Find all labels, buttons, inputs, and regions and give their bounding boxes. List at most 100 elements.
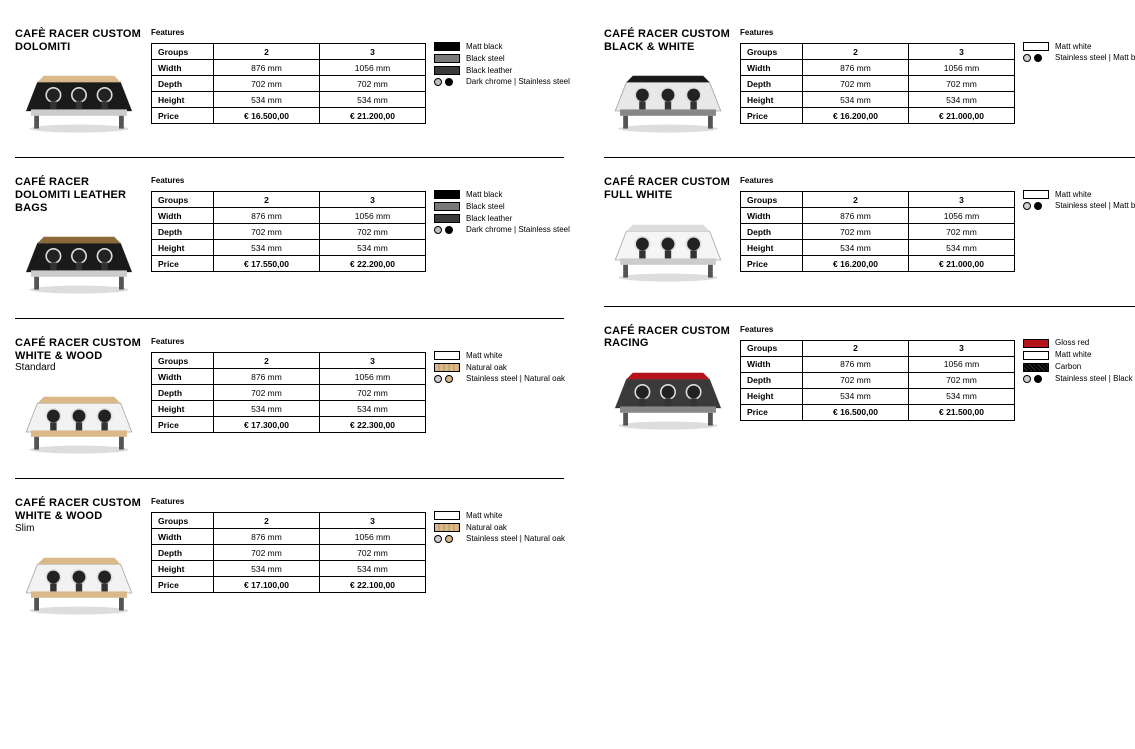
machine-illustration	[15, 545, 143, 617]
col-header: Groups	[152, 192, 214, 208]
features-label: Features	[740, 325, 1015, 334]
swatch-row: Matt white	[1023, 42, 1135, 51]
cell: 534 mm	[803, 240, 909, 256]
cell: 1056 mm	[909, 356, 1015, 372]
cell: 534 mm	[803, 388, 909, 404]
cell: 702 mm	[909, 372, 1015, 388]
swatch-row: Matt black	[434, 190, 564, 199]
col-header: Groups	[741, 44, 803, 60]
swatch-dots	[1023, 54, 1049, 62]
cell-price: € 21.000,00	[909, 108, 1015, 124]
table-row: Price € 16.200,00 € 21.000,00	[741, 108, 1015, 124]
table-row: Price € 16.200,00 € 21.000,00	[741, 256, 1015, 272]
spec-table: Groups 2 3 Width 876 mm 1056 mm Depth 70…	[151, 43, 426, 124]
swatch-row: Dark chrome | Stainless steel	[434, 78, 564, 86]
swatch-block	[434, 351, 460, 360]
swatch-label: Gloss red	[1055, 339, 1089, 347]
swatch-row: Black steel	[434, 54, 564, 63]
swatch-row: Stainless steel | Natural oak	[434, 375, 564, 383]
row-label: Height	[741, 92, 803, 108]
product-title: CAFÉ RACER CUSTOM WHITE & WOOD	[15, 337, 143, 362]
table-row: Groups 2 3	[741, 340, 1015, 356]
swatch-block	[434, 511, 460, 520]
swatch-row: Natural oak	[434, 523, 564, 532]
row-label: Height	[741, 388, 803, 404]
col-header: Groups	[152, 44, 214, 60]
features-label: Features	[740, 176, 1015, 185]
row-label: Height	[152, 240, 214, 256]
table-row: Width 876 mm 1056 mm	[152, 60, 426, 76]
swatch-label: Stainless steel | Matt black	[1055, 202, 1135, 210]
spec-table: Groups 2 3 Width 876 mm 1056 mm Depth 70…	[740, 340, 1015, 421]
swatch-list: Matt black Black steel Black leather Dark c…	[434, 28, 564, 135]
product-thumb	[604, 360, 732, 432]
col-header: 3	[909, 192, 1015, 208]
swatch-row: Stainless steel | Matt black	[1023, 202, 1135, 210]
swatch-list: Matt whiteStainless steel | Matt black	[1023, 176, 1135, 283]
row-label: Width	[741, 356, 803, 372]
cell: 534 mm	[320, 401, 426, 417]
swatch-list: Matt white Natural oak Stainless steel | N…	[434, 497, 564, 616]
cell: 534 mm	[320, 92, 426, 108]
swatch-block	[434, 202, 460, 211]
swatch-dots	[434, 78, 460, 86]
product-card: CAFÉ RACER CUSTOM FULL WHITE Features Gr…	[604, 158, 1135, 305]
product-thumb	[604, 212, 732, 284]
row-label: Depth	[152, 545, 214, 561]
product-title: CAFÈ RACER CUSTOM DOLOMITI	[15, 28, 143, 53]
row-label: Depth	[741, 372, 803, 388]
table-row: Width 876 mm 1056 mm	[741, 356, 1015, 372]
features-label: Features	[151, 176, 426, 185]
cell: 702 mm	[803, 372, 909, 388]
cell-price: € 21.500,00	[909, 404, 1015, 420]
swatch-label: Black leather	[466, 67, 512, 75]
product-title: CAFÉ RACER CUSTOM BLACK & WHITE	[604, 28, 732, 53]
product-thumb	[15, 384, 143, 456]
swatch-row: Stainless steel | Natural oak	[434, 535, 564, 543]
features-label: Features	[151, 497, 426, 506]
spec-table: Groups 2 3 Width 876 mm 1056 mm Depth 70…	[151, 352, 426, 433]
swatch-row: Matt black	[434, 42, 564, 51]
table-row: Depth 702 mm 702 mm	[152, 224, 426, 240]
swatch-label: Stainless steel | Natural oak	[466, 375, 565, 383]
product-thumb	[15, 224, 143, 296]
cell: 702 mm	[803, 224, 909, 240]
spec-table: Groups 2 3 Width 876 mm 1056 mm Depth 70…	[740, 191, 1015, 272]
cell: 702 mm	[320, 385, 426, 401]
swatch-block	[1023, 190, 1049, 199]
cell: 534 mm	[214, 561, 320, 577]
features-label: Features	[151, 337, 426, 346]
swatch-block	[434, 54, 460, 63]
swatch-label: Matt white	[466, 512, 502, 520]
cell: 534 mm	[320, 240, 426, 256]
col-header: 2	[803, 340, 909, 356]
product-title: CAFÉ RACER CUSTOM WHITE & WOOD	[15, 497, 143, 522]
swatch-row: Black steel	[434, 202, 564, 211]
table-row: Height 534 mm 534 mm	[741, 388, 1015, 404]
cell: 876 mm	[803, 356, 909, 372]
col-header: 3	[909, 340, 1015, 356]
swatch-list: Matt blackBlack steelBlack leatherDark c…	[434, 176, 564, 296]
cell-price: € 22.100,00	[320, 577, 426, 593]
cell-price: € 16.500,00	[803, 404, 909, 420]
row-label: Width	[152, 529, 214, 545]
col-header: 2	[214, 192, 320, 208]
product-subtitle: Standard	[15, 362, 143, 374]
swatch-list: Gloss redMatt whiteCarbonStainless steel…	[1023, 325, 1135, 432]
col-header: 3	[320, 192, 426, 208]
row-label: Depth	[152, 224, 214, 240]
swatch-row: Stainless steel | Black	[1023, 375, 1135, 383]
table-row: Width 876 mm 1056 mm	[741, 60, 1015, 76]
product-card: CAFÉ RACER CUSTOM RACING Features Groups…	[604, 307, 1135, 454]
cell: 534 mm	[803, 92, 909, 108]
swatch-label: Stainless steel | Black	[1055, 375, 1133, 383]
cell: 702 mm	[214, 224, 320, 240]
table-row: Groups 2 3	[152, 513, 426, 529]
machine-illustration	[604, 360, 732, 432]
table-row: Height 534 mm 534 mm	[152, 401, 426, 417]
cell: 876 mm	[214, 369, 320, 385]
swatch-block	[434, 42, 460, 51]
product-title: CAFÉ RACER CUSTOM FULL WHITE	[604, 176, 732, 201]
cell: 702 mm	[909, 224, 1015, 240]
table-row: Price € 17.300,00 € 22.300,00	[152, 417, 426, 433]
